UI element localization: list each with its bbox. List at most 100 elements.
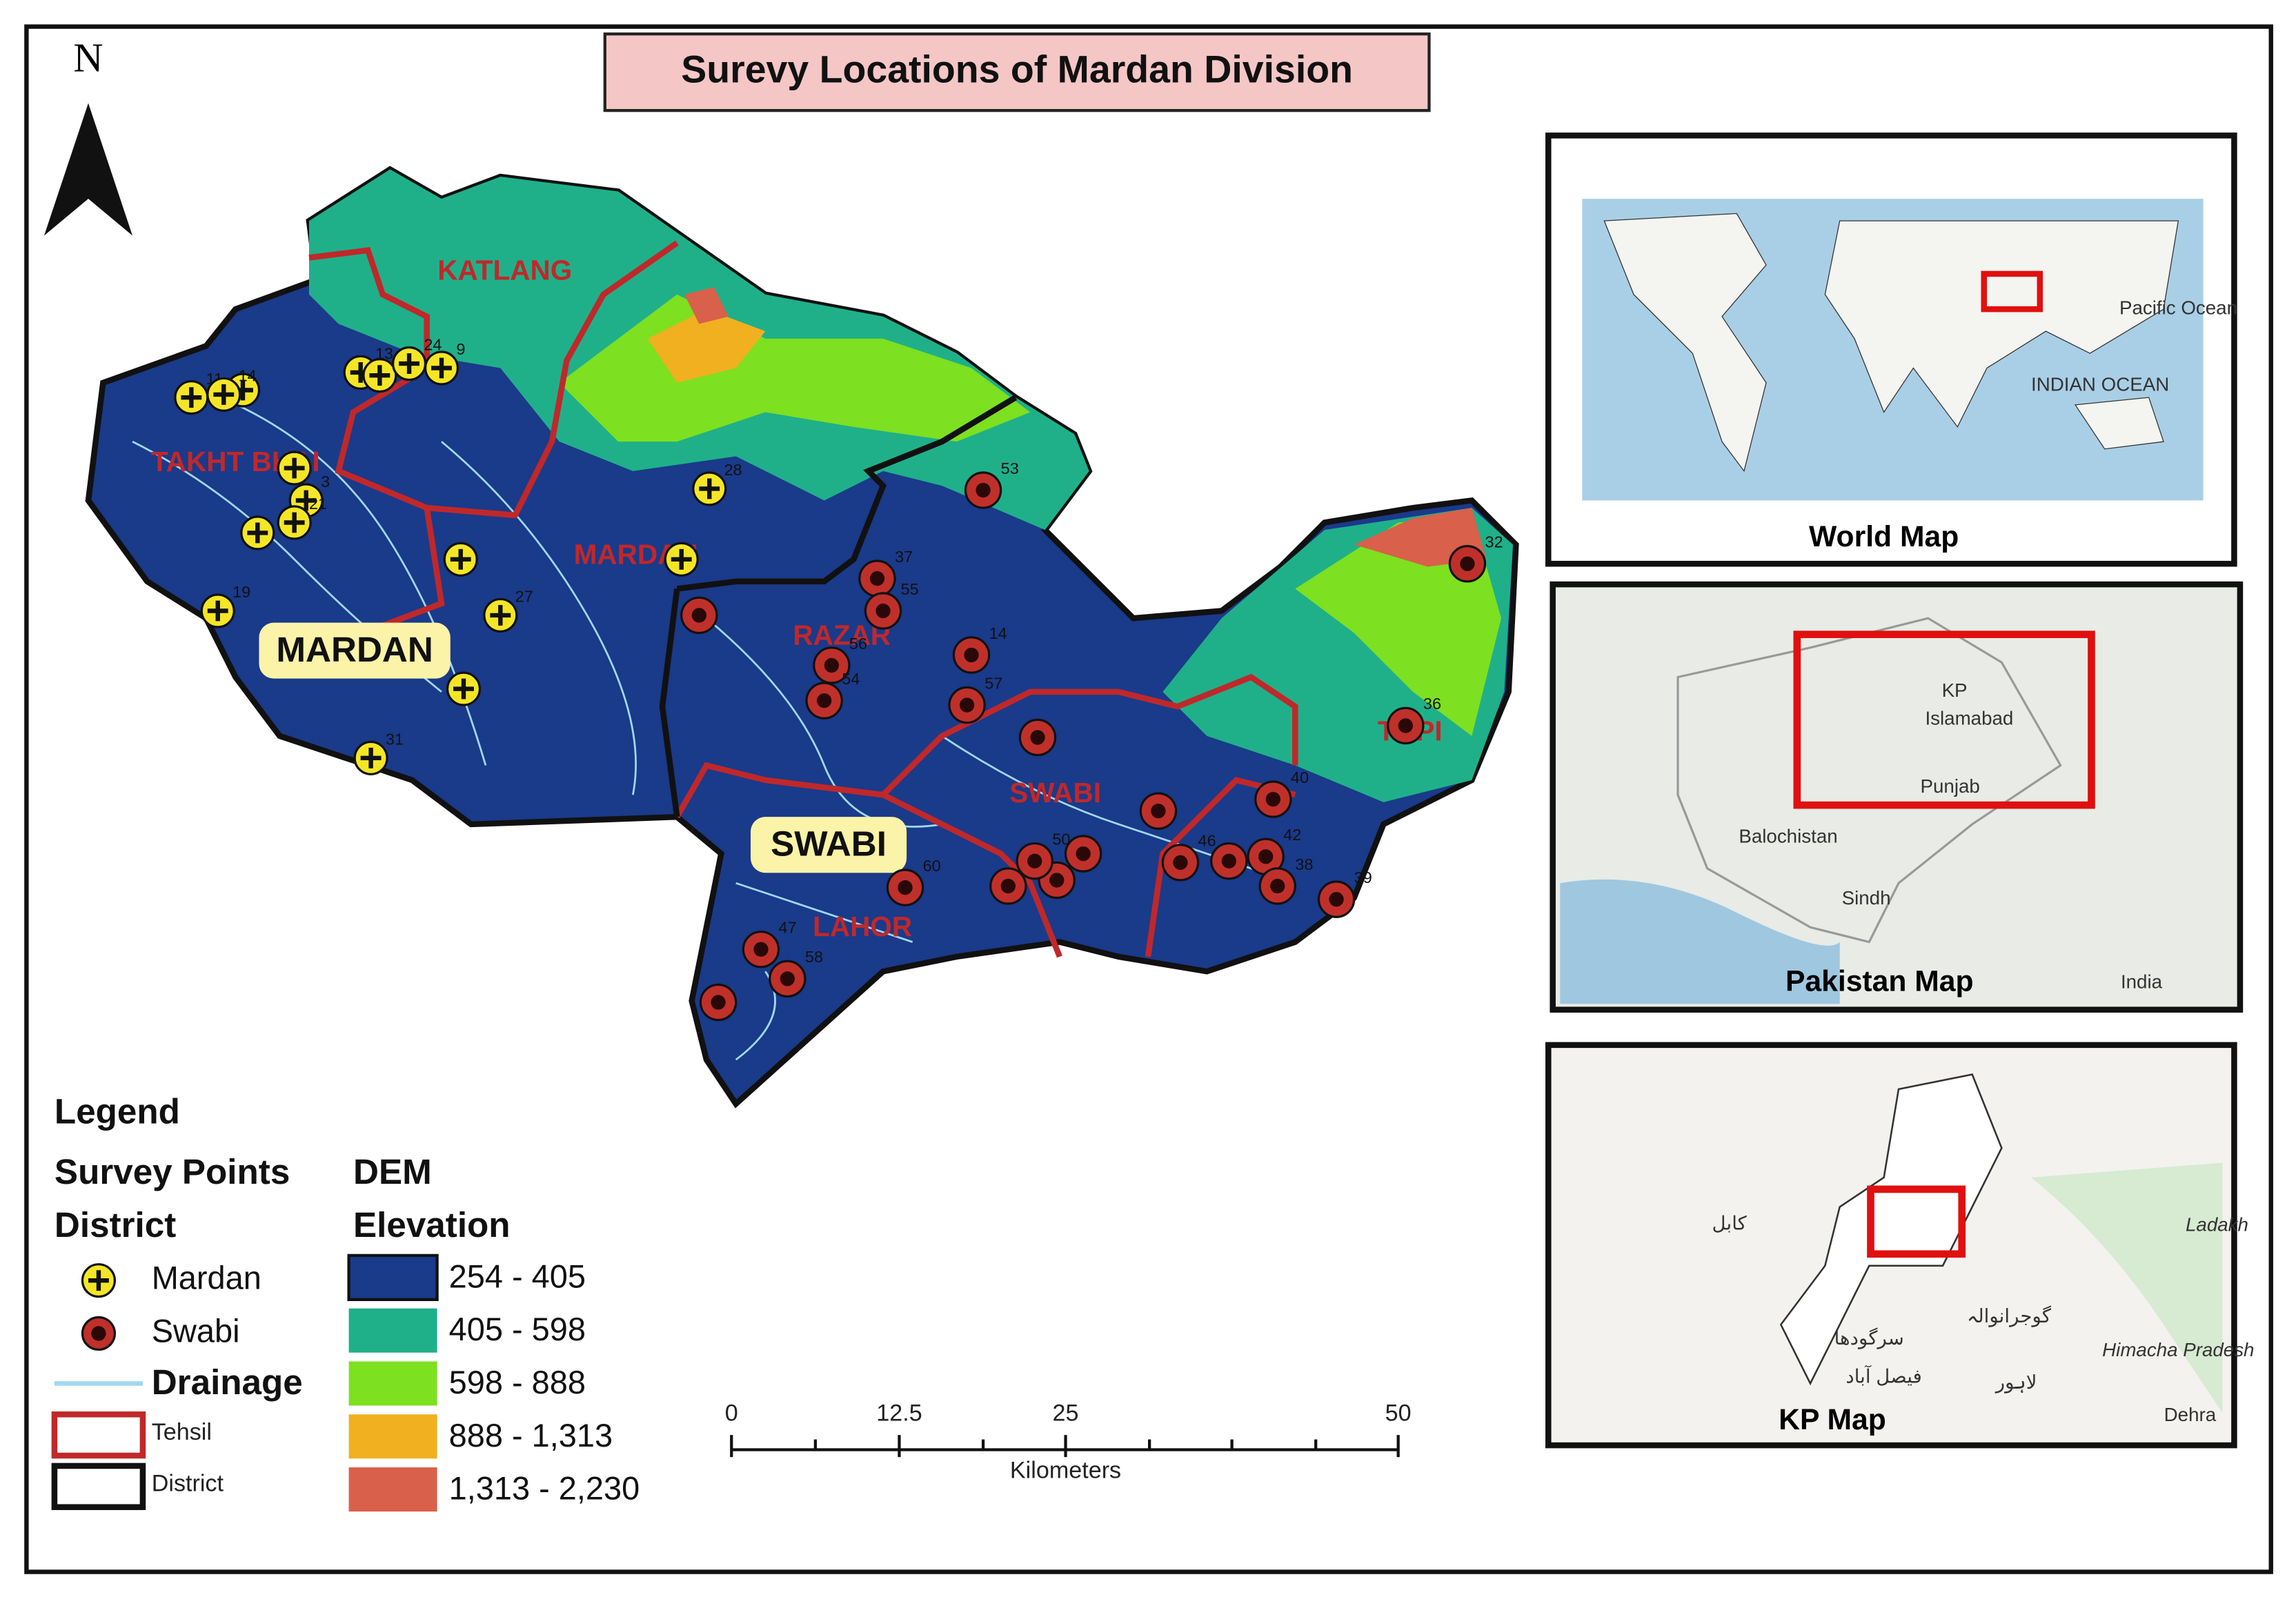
legend-heading: District	[55, 1205, 176, 1244]
title-box	[603, 32, 1431, 112]
swabi-point-center	[1398, 718, 1413, 733]
point-label: 47	[779, 919, 797, 937]
inset-label: Islamabad	[1925, 708, 2013, 729]
swabi-point-center	[1221, 853, 1236, 869]
legend-item: Drainage	[152, 1362, 303, 1402]
swabi-point-center	[959, 697, 975, 713]
tehsil-boundaries	[264, 240, 1298, 958]
point-label: 14	[989, 624, 1007, 642]
inset-label: Punjab	[1921, 775, 1980, 797]
inset-label: India	[2121, 971, 2163, 993]
world-inset: INDIAN OCEAN Pacific Ocean World Map	[1545, 132, 2237, 567]
swabi-point-center	[780, 971, 795, 986]
point-label: 55	[901, 580, 919, 598]
elevation-swatch	[348, 1361, 437, 1406]
elevation-888-1313	[647, 309, 766, 383]
swabi-point-center	[1270, 878, 1285, 894]
point-label: 40	[1291, 768, 1309, 786]
point-label: 19	[232, 583, 250, 601]
district-line	[659, 588, 680, 817]
point-label: 32	[1485, 533, 1503, 551]
point-label: 36	[1423, 695, 1441, 713]
inset-label: فیصل آباد	[1845, 1364, 1922, 1387]
mardan-point-cross	[671, 548, 692, 570]
district-label: SWABI	[771, 824, 887, 863]
elevation-classes: 254 - 405 405 - 598 598 - 888 888 - 1,313 1,…	[347, 1253, 640, 1512]
tehsil-label: KATLANG	[437, 255, 572, 286]
north-arrow	[44, 103, 132, 236]
elevation-1313-2230-north	[684, 287, 729, 324]
land	[2074, 397, 2164, 450]
drainage-line	[735, 882, 913, 943]
elevation-swatch	[348, 1414, 437, 1459]
mardan-symbol-cross	[88, 1270, 109, 1291]
point-label: 54	[842, 670, 860, 688]
kp-inset: Ladakh Himacha Pradesh Dehra کابل سرگودھ…	[1545, 1042, 2254, 1449]
point-label: 60	[923, 857, 941, 875]
district-boundaries	[659, 395, 1018, 817]
swabi-point-center	[1076, 846, 1091, 862]
swabi-point-center	[1173, 855, 1188, 870]
swabi-point-center	[976, 482, 991, 498]
scale-tick-label: 25	[1053, 1400, 1079, 1426]
swabi-point-center	[711, 995, 726, 1010]
elevation-class: 254 - 405	[449, 1258, 586, 1294]
mardan-point-cross	[453, 678, 474, 700]
swabi-point-center	[964, 647, 979, 663]
elevation-swatch	[348, 1308, 437, 1353]
elevation-class: 598 - 888	[449, 1365, 586, 1400]
mardan-point-cross	[360, 747, 382, 768]
point-label: 28	[724, 461, 742, 479]
tehsil-symbol	[51, 1411, 146, 1459]
inset-label: سرگودھا	[1834, 1327, 1904, 1349]
mardan-point-cross	[369, 365, 390, 386]
swabi-symbol-center	[91, 1326, 106, 1341]
district-label-box	[751, 817, 907, 873]
point-label: 42	[1283, 826, 1301, 844]
scale-unit: Kilometers	[1010, 1458, 1121, 1484]
mardan-point-cross	[284, 457, 305, 479]
mardan-point-cross	[450, 548, 471, 570]
legend-heading: Elevation	[353, 1205, 511, 1244]
legend-item: Swabi	[152, 1313, 240, 1349]
inset-label: Himacha Pradesh	[2102, 1339, 2254, 1360]
tehsil-line	[674, 673, 1298, 819]
scale-tick-label: 12.5	[876, 1400, 922, 1426]
tehsil-line	[264, 247, 445, 636]
mardan-point-cross	[699, 478, 720, 499]
scale-tick-label: 0	[725, 1400, 738, 1426]
swabi-point-center	[869, 571, 885, 586]
tehsil-line	[426, 240, 679, 519]
point-label: 56	[849, 635, 867, 653]
inset-label: کابل	[1712, 1212, 1747, 1233]
legend-title: Legend	[55, 1092, 180, 1131]
tehsil-label: LAHOR	[813, 911, 912, 942]
inset-title: Pakistan Map	[1785, 964, 1974, 998]
scale-tick-label: 50	[1385, 1400, 1412, 1426]
point-label: 39	[1354, 869, 1372, 886]
mardan-point-cross	[213, 384, 235, 405]
inset-label: لاہور	[1995, 1371, 2037, 1393]
mardan-point-cross	[399, 353, 419, 375]
swabi-point-center	[1030, 730, 1045, 745]
mardan-point-cross	[247, 522, 268, 544]
swabi-point-center	[1460, 556, 1475, 571]
point-label: 24	[424, 336, 442, 354]
point-label: 14	[239, 367, 257, 385]
legend: Legend Survey Points DEM District Elevat…	[51, 1092, 640, 1512]
land	[1603, 212, 1767, 473]
tehsil-line	[882, 792, 1062, 958]
mardan-point-cross	[490, 604, 511, 626]
country-border	[1676, 617, 2062, 944]
kp-outline	[1779, 1073, 2003, 1386]
inset-label: INDIAN OCEAN	[2031, 373, 2169, 395]
title: Surevy Locations of Mardan Division	[681, 48, 1353, 90]
swabi-point-center	[1258, 849, 1274, 864]
elevation-class: 1,313 - 2,230	[449, 1471, 640, 1507]
mardan-point-cross	[181, 387, 202, 408]
point-label: 46	[1198, 832, 1216, 850]
swabi-point-center	[1000, 878, 1016, 894]
legend-heading: Survey Points	[55, 1152, 290, 1191]
